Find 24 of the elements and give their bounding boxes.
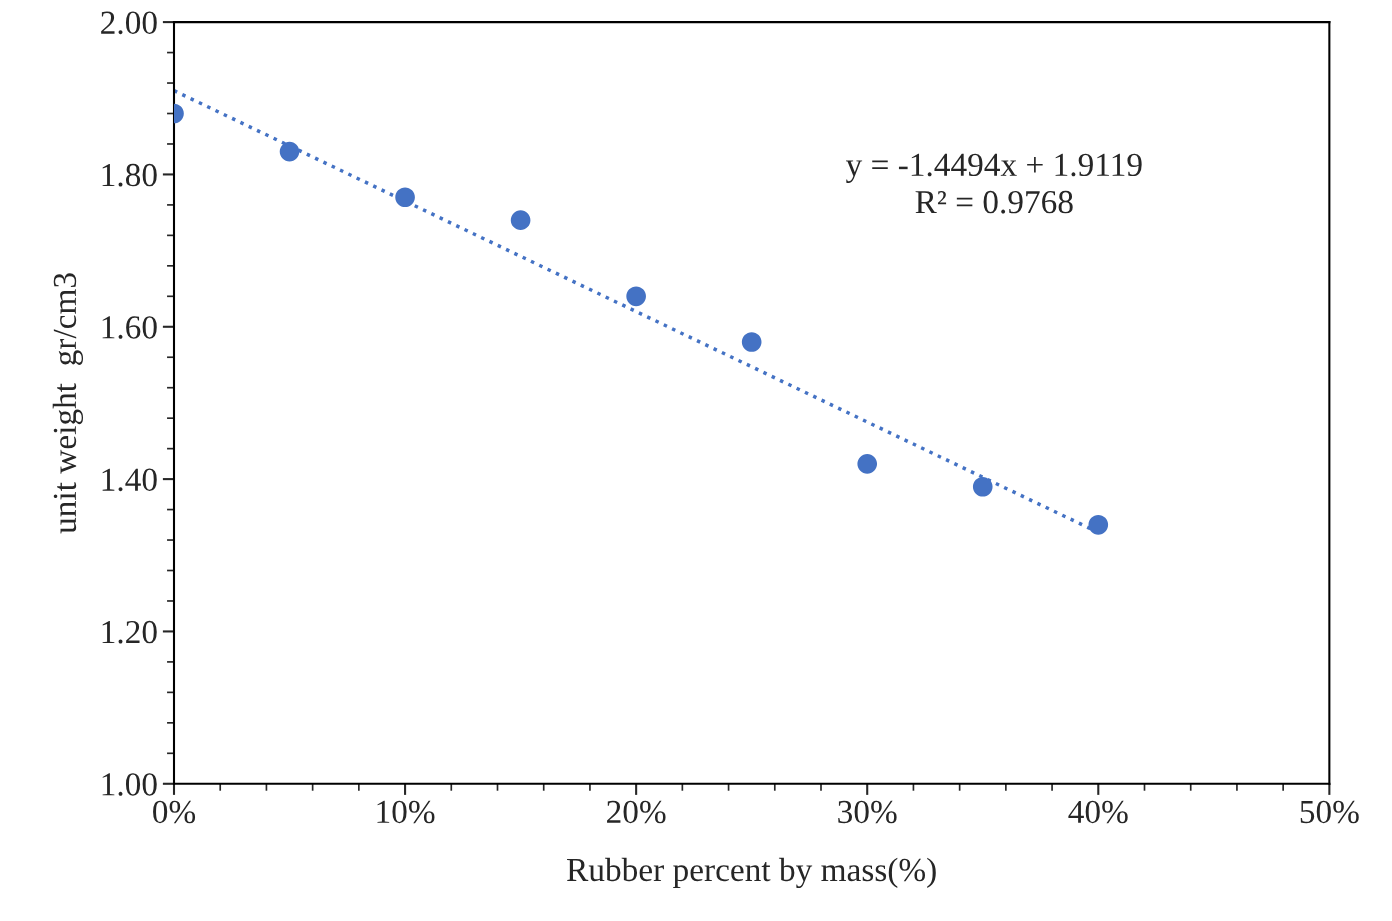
- x-tick-label: 30%: [838, 800, 897, 824]
- annotation: R² = 0.9768: [915, 190, 1073, 214]
- x-tick-label: 20%: [607, 800, 666, 824]
- point: [1088, 514, 1109, 535]
- point: [857, 454, 878, 474]
- y-axis-title: unit weight gr/cm3: [52, 273, 84, 534]
- point: [279, 141, 300, 162]
- point: [741, 332, 762, 352]
- point: [972, 476, 993, 497]
- point: [395, 187, 415, 208]
- y-tick-label: 1.40: [102, 468, 157, 492]
- y-tick-label: 1.60: [102, 316, 157, 339]
- x-tick-label: 40%: [1068, 800, 1128, 824]
- y-tick-label: 1.80: [102, 163, 157, 187]
- x-tick-label: 0%: [153, 800, 196, 824]
- point: [510, 210, 531, 230]
- annotation: y = -1.4494x + 1.9119: [845, 153, 1142, 183]
- y-tick-label: 2.00: [101, 11, 157, 35]
- x-axis-title: Rubber percent by mass(%): [567, 857, 936, 889]
- point: [626, 286, 646, 307]
- x-tick-label: 50%: [1300, 800, 1359, 824]
- x-tick-label: 10%: [377, 800, 435, 824]
- y-tick-label: 1.00: [102, 773, 157, 796]
- y-tick-label: 1.20: [102, 620, 157, 644]
